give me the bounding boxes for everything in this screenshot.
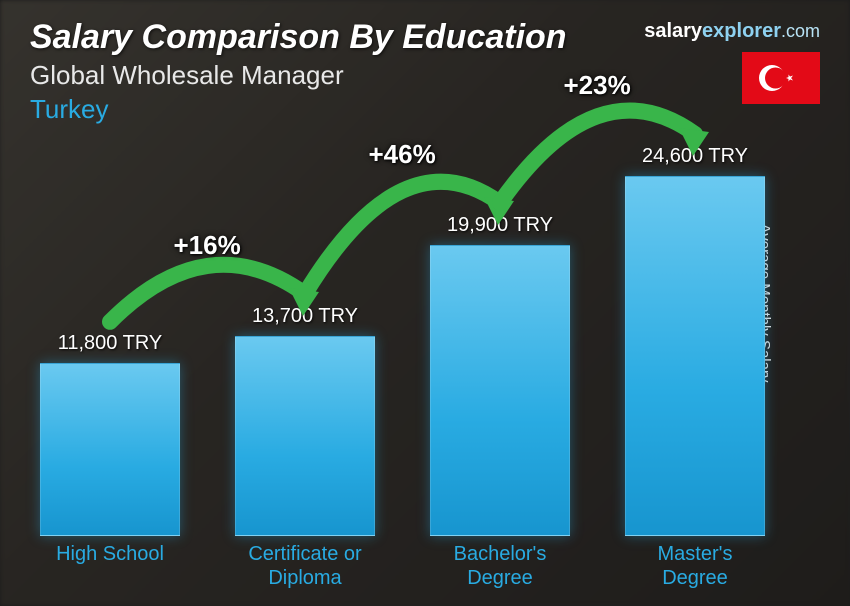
bar-chart: 11,800 TRYHigh School13,700 TRYCertifica… — [40, 126, 810, 586]
brand-logo: salaryexplorer.com — [644, 20, 820, 43]
increase-pct-label: +46% — [369, 139, 436, 170]
bar-value-label: 13,700 TRY — [252, 305, 358, 328]
bar-group: 11,800 TRYHigh School — [40, 363, 180, 536]
increase-pct-label: +23% — [564, 70, 631, 101]
bar-category-label: Certificate orDiploma — [248, 542, 361, 590]
bar: 13,700 TRY — [235, 336, 375, 536]
bar-value-label: 11,800 TRY — [58, 332, 163, 355]
bar-category-label: High School — [56, 542, 164, 566]
brand-part-2: explorer — [702, 20, 781, 42]
chart-title: Salary Comparison By Education — [30, 18, 567, 57]
chart-country: Turkey — [30, 94, 109, 125]
chart-container: Salary Comparison By Education Global Wh… — [0, 0, 850, 606]
bar-category-label: Master'sDegree — [658, 542, 733, 590]
bar: 19,900 TRY — [430, 245, 570, 536]
brand-part-1: salary — [644, 20, 702, 42]
chart-subtitle: Global Wholesale Manager — [30, 60, 344, 91]
brand-part-3: .com — [781, 21, 820, 41]
bar: 11,800 TRY — [40, 363, 180, 536]
bar-group: 19,900 TRYBachelor'sDegree — [430, 245, 570, 536]
bar-group: 24,600 TRYMaster'sDegree — [625, 176, 765, 536]
country-flag-icon — [742, 52, 820, 104]
bar: 24,600 TRY — [625, 176, 765, 536]
bar-group: 13,700 TRYCertificate orDiploma — [235, 336, 375, 536]
bar-value-label: 19,900 TRY — [447, 214, 553, 237]
bar-category-label: Bachelor'sDegree — [454, 542, 547, 590]
bar-value-label: 24,600 TRY — [642, 145, 748, 168]
increase-pct-label: +16% — [174, 230, 241, 261]
